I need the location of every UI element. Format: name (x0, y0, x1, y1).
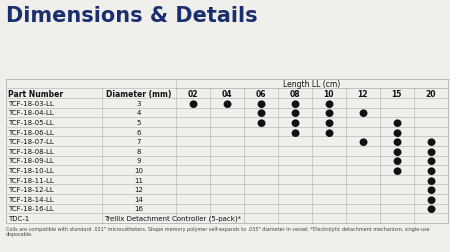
Text: ●: ● (426, 137, 435, 147)
Text: ●: ● (392, 137, 401, 147)
Text: ●: ● (358, 108, 367, 118)
Text: ●: ● (256, 98, 266, 108)
Text: 6: 6 (136, 129, 141, 135)
Text: 10: 10 (324, 89, 334, 98)
Text: Coils are compatible with standard .021" microcatheters. Shape memory polymer se: Coils are compatible with standard .021"… (6, 226, 429, 236)
Text: 9: 9 (136, 158, 141, 164)
Text: ●: ● (256, 117, 266, 128)
Text: 7: 7 (136, 139, 141, 145)
Text: ●: ● (358, 137, 367, 147)
Text: Length LL (cm): Length LL (cm) (283, 80, 340, 89)
Text: ●: ● (222, 98, 231, 108)
Text: 8: 8 (136, 148, 141, 154)
Text: 11: 11 (134, 177, 143, 183)
Text: TDC-1: TDC-1 (8, 215, 29, 221)
Text: TCF-18-12-LL: TCF-18-12-LL (8, 186, 54, 193)
Text: ●: ● (324, 108, 333, 118)
Text: ●: ● (426, 165, 435, 175)
Text: ●: ● (324, 98, 333, 108)
Text: ●: ● (426, 184, 435, 195)
Text: ●: ● (426, 204, 435, 214)
Text: TCF-18-04-LL: TCF-18-04-LL (8, 110, 54, 116)
Text: ●: ● (426, 175, 435, 185)
Text: ●: ● (290, 98, 299, 108)
Text: Trellix Detachment Controller (5-pack)*: Trellix Detachment Controller (5-pack)* (104, 215, 241, 222)
Text: 16: 16 (134, 206, 143, 212)
Text: ●: ● (290, 127, 299, 137)
Text: ●: ● (324, 127, 333, 137)
Text: TCF-18-07-LL: TCF-18-07-LL (8, 139, 54, 145)
Text: ●: ● (392, 127, 401, 137)
Text: 10: 10 (134, 167, 143, 173)
Text: 20: 20 (426, 89, 436, 98)
Text: TCF-18-09-LL: TCF-18-09-LL (8, 158, 54, 164)
Text: 02: 02 (188, 89, 198, 98)
Text: TCF-18-10-LL: TCF-18-10-LL (8, 167, 54, 173)
Text: ●: ● (324, 117, 333, 128)
Text: 4: 4 (137, 110, 141, 116)
Text: ●: ● (392, 146, 401, 156)
Text: 12: 12 (135, 186, 143, 193)
Text: ●: ● (290, 108, 299, 118)
Text: 15: 15 (392, 89, 402, 98)
Text: 14: 14 (135, 196, 143, 202)
Text: TCF-18-06-LL: TCF-18-06-LL (8, 129, 54, 135)
Text: 06: 06 (256, 89, 266, 98)
Text: TCF-18-16-LL: TCF-18-16-LL (8, 206, 54, 212)
Text: 08: 08 (289, 89, 300, 98)
Text: ●: ● (256, 108, 266, 118)
Text: TCF-18-14-LL: TCF-18-14-LL (8, 196, 54, 202)
Text: 5: 5 (137, 119, 141, 125)
Text: 04: 04 (221, 89, 232, 98)
Text: ●: ● (392, 156, 401, 166)
Text: Diameter (mm): Diameter (mm) (106, 89, 171, 98)
Text: ●: ● (392, 117, 401, 128)
Text: TCF-18-08-LL: TCF-18-08-LL (8, 148, 54, 154)
Text: ●: ● (426, 146, 435, 156)
Text: ●: ● (426, 156, 435, 166)
Text: ●: ● (188, 98, 197, 108)
Text: ●: ● (426, 194, 435, 204)
Text: Dimensions & Details: Dimensions & Details (6, 6, 257, 26)
Text: ●: ● (290, 117, 299, 128)
Text: TCF-18-11-LL: TCF-18-11-LL (8, 177, 54, 183)
Text: 3: 3 (136, 100, 141, 106)
Text: ●: ● (392, 165, 401, 175)
Text: TCF-18-03-LL: TCF-18-03-LL (8, 100, 54, 106)
Text: Part Number: Part Number (8, 89, 63, 98)
Text: TCF-18-05-LL: TCF-18-05-LL (8, 119, 54, 125)
Text: 12: 12 (357, 89, 368, 98)
